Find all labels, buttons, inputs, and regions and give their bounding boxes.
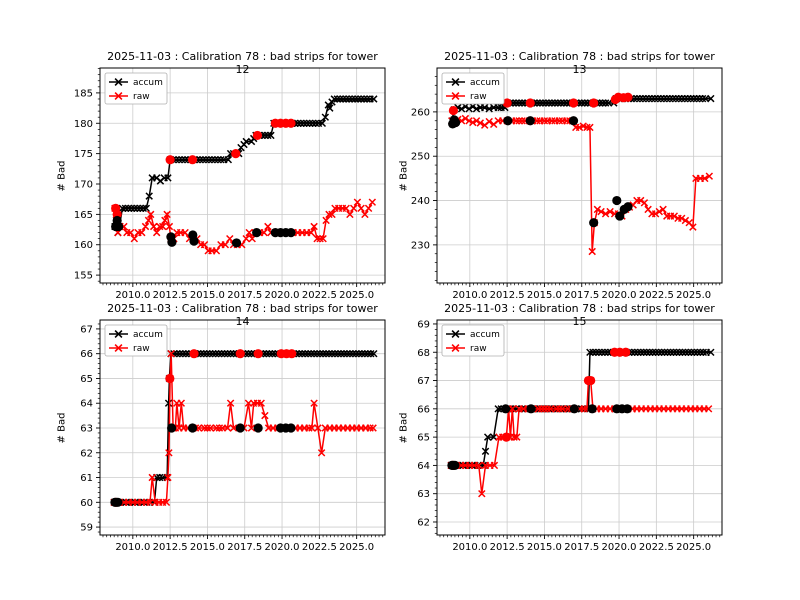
y-axis-label: # Bad xyxy=(398,160,410,192)
svg-text:2025.0: 2025.0 xyxy=(339,290,374,300)
svg-text:69: 69 xyxy=(417,319,430,330)
svg-text:62: 62 xyxy=(80,448,93,459)
svg-text:230: 230 xyxy=(411,240,430,251)
svg-text:2017.5: 2017.5 xyxy=(564,290,599,300)
chart-title: 2025-11-03 : Calibration 78 : bad strips… xyxy=(444,50,715,76)
svg-text:170: 170 xyxy=(74,180,93,191)
svg-text:2015.0: 2015.0 xyxy=(527,290,562,300)
svg-text:2017.5: 2017.5 xyxy=(227,290,262,300)
svg-text:2022.5: 2022.5 xyxy=(639,542,674,553)
plot-canvas-tower-14: 2010.0 2012.5 2015.0 2017.5 2020.0 2022.5 2025… xyxy=(80,319,386,553)
svg-text:2022.5: 2022.5 xyxy=(302,290,337,300)
svg-text:63: 63 xyxy=(80,423,93,434)
chart-tower-14: 2010.0 2012.5 2015.0 2017.5 2020.0 2022.5 2025… xyxy=(0,300,400,600)
svg-text:2025.0: 2025.0 xyxy=(339,542,374,553)
svg-text:59: 59 xyxy=(80,523,93,534)
svg-text:accum: accum xyxy=(470,78,500,88)
y-axis-label: # Bad xyxy=(56,412,68,444)
chart-tower-15: 2010.0 2012.5 2015.0 2017.5 2020.0 2022.5 2025… xyxy=(398,300,800,600)
plot-canvas-tower-15: 2010.0 2012.5 2015.0 2017.5 2020.0 2022.5 2025… xyxy=(417,319,723,553)
svg-text:2012.5: 2012.5 xyxy=(490,290,525,300)
chart-tower-13: 2010.0 2012.5 2015.0 2017.5 2020.0 2022.5 2025… xyxy=(398,0,800,300)
svg-text:accum: accum xyxy=(133,78,163,88)
chart-title: 2025-11-03 : Calibration 78 : bad strips… xyxy=(107,302,378,328)
svg-text:2017.5: 2017.5 xyxy=(227,542,262,553)
svg-text:2017.5: 2017.5 xyxy=(564,542,599,553)
svg-text:61: 61 xyxy=(80,473,93,484)
svg-text:raw: raw xyxy=(133,92,150,102)
svg-text:64: 64 xyxy=(80,399,93,410)
svg-text:raw: raw xyxy=(470,344,487,354)
svg-text:175: 175 xyxy=(74,149,93,160)
plot-canvas-tower-12: 2010.0 2012.5 2015.0 2017.5 2020.0 2022.5 2025… xyxy=(74,67,386,300)
svg-text:2012.5: 2012.5 xyxy=(490,542,525,553)
svg-text:66: 66 xyxy=(417,404,430,415)
svg-text:250: 250 xyxy=(411,152,430,163)
svg-text:165: 165 xyxy=(74,210,93,221)
svg-text:2020.0: 2020.0 xyxy=(602,542,637,553)
svg-text:2020.0: 2020.0 xyxy=(602,290,637,300)
svg-text:accum: accum xyxy=(133,330,163,340)
svg-text:65: 65 xyxy=(80,374,93,385)
svg-text:66: 66 xyxy=(80,349,93,360)
svg-text:160: 160 xyxy=(74,240,93,251)
y-axis-label: # Bad xyxy=(56,160,68,192)
svg-text:240: 240 xyxy=(411,196,430,207)
svg-text:2022.5: 2022.5 xyxy=(639,290,674,300)
svg-text:62: 62 xyxy=(417,517,430,528)
svg-text:180: 180 xyxy=(74,119,93,130)
svg-text:67: 67 xyxy=(80,324,93,335)
plot-canvas-tower-13: 2010.0 2012.5 2015.0 2017.5 2020.0 2022.5 2025… xyxy=(411,67,723,300)
chart-tower-12: 2010.0 2012.5 2015.0 2017.5 2020.0 2022.5 2025… xyxy=(0,0,400,300)
svg-text:2015.0: 2015.0 xyxy=(527,542,562,553)
svg-text:raw: raw xyxy=(470,92,487,102)
svg-text:64: 64 xyxy=(417,461,430,472)
svg-text:2012.5: 2012.5 xyxy=(153,290,188,300)
svg-text:65: 65 xyxy=(417,433,430,444)
svg-text:2025.0: 2025.0 xyxy=(676,290,711,300)
svg-text:2015.0: 2015.0 xyxy=(190,542,225,553)
svg-text:63: 63 xyxy=(417,489,430,500)
chart-title: 2025-11-03 : Calibration 78 : bad strips… xyxy=(444,302,715,328)
svg-text:raw: raw xyxy=(133,344,150,354)
chart-title: 2025-11-03 : Calibration 78 : bad strips… xyxy=(107,50,378,76)
svg-text:2010.0: 2010.0 xyxy=(115,542,150,553)
svg-text:2020.0: 2020.0 xyxy=(265,290,300,300)
svg-text:2010.0: 2010.0 xyxy=(452,290,487,300)
svg-text:2010.0: 2010.0 xyxy=(452,542,487,553)
svg-text:60: 60 xyxy=(80,498,93,509)
svg-text:2025.0: 2025.0 xyxy=(676,542,711,553)
svg-text:67: 67 xyxy=(417,376,430,387)
svg-text:2022.5: 2022.5 xyxy=(302,542,337,553)
y-axis-label: # Bad xyxy=(398,412,410,444)
svg-text:2010.0: 2010.0 xyxy=(115,290,150,300)
svg-text:185: 185 xyxy=(74,88,93,99)
svg-text:155: 155 xyxy=(74,271,93,282)
svg-text:2015.0: 2015.0 xyxy=(190,290,225,300)
svg-text:2020.0: 2020.0 xyxy=(265,542,300,553)
svg-text:accum: accum xyxy=(470,330,500,340)
svg-text:260: 260 xyxy=(411,107,430,118)
svg-text:2012.5: 2012.5 xyxy=(153,542,188,553)
svg-text:68: 68 xyxy=(417,348,430,359)
